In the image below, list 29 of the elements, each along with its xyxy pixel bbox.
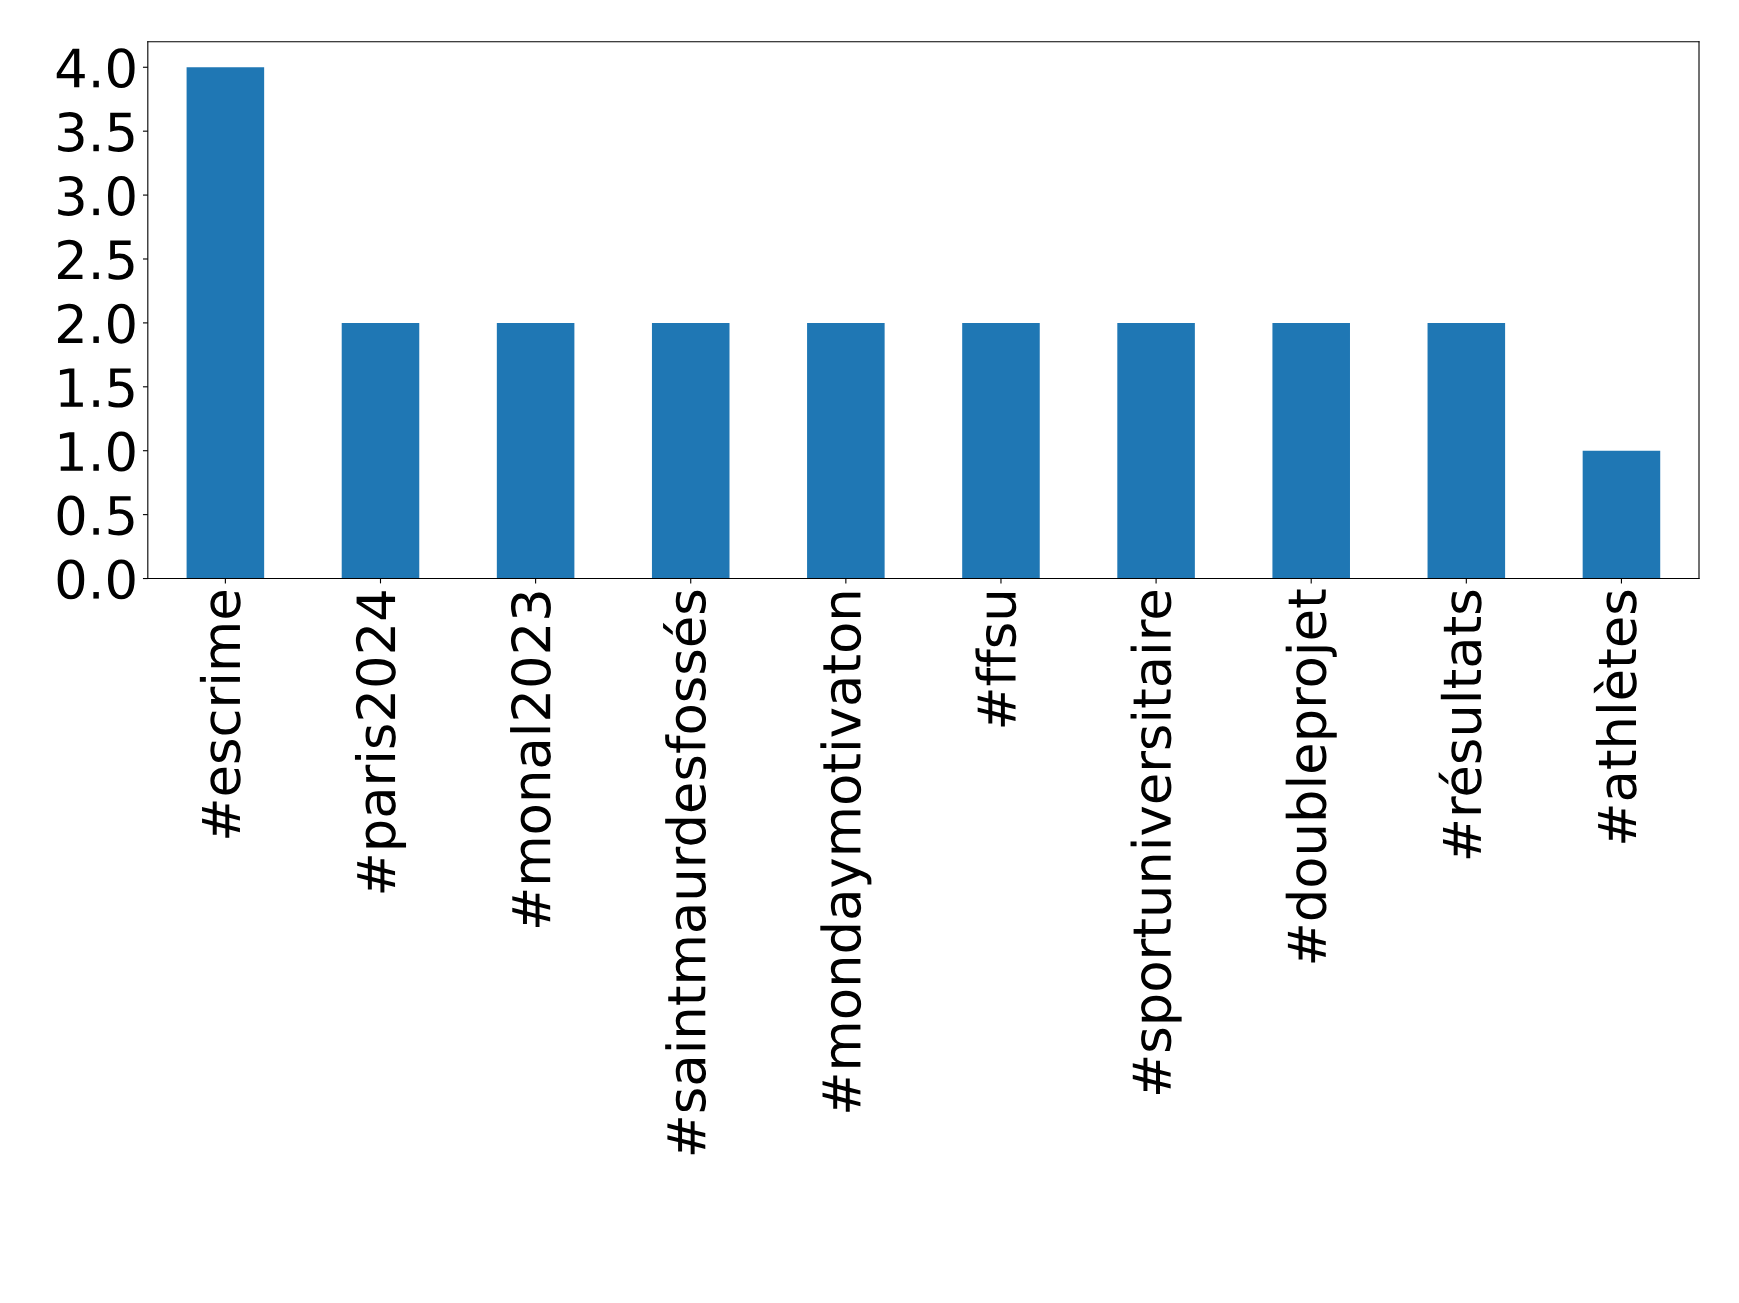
- y-tick-label: 0.5: [57, 495, 134, 536]
- x-tick-label: #sportuniversitaire: [1130, 591, 1182, 1094]
- y-tick-label: 1.5: [59, 368, 134, 408]
- bar: [1117, 322, 1195, 579]
- x-tick-label: #résultats: [1438, 590, 1482, 859]
- bar: [807, 322, 885, 579]
- y-tick-label: 4.0: [56, 48, 135, 89]
- x-tick-label: #saintmaurdesfossés: [663, 590, 707, 1155]
- bar: [341, 322, 420, 579]
- bar: [962, 322, 1040, 579]
- x-tick-label: #athlètes: [1593, 590, 1637, 843]
- y-tick-label: 1.0: [59, 431, 135, 472]
- x-tick-label: #paris2024: [354, 591, 407, 893]
- bar: [1427, 322, 1506, 579]
- x-tick-label: #mondaymotivaton: [820, 592, 872, 1112]
- x-tick-label: #monal2023: [510, 592, 551, 927]
- y-tick-label: 3.5: [58, 112, 134, 152]
- bar: [1582, 450, 1661, 579]
- y-tick-label: 2.5: [58, 239, 134, 280]
- y-tick-label: 3.0: [58, 175, 135, 216]
- bar: [1272, 322, 1350, 579]
- x-tick-label: #doubleprojet: [1285, 589, 1337, 963]
- y-tick-label: 2.0: [58, 303, 135, 344]
- y-tick-label: 0.0: [57, 559, 135, 600]
- bar: [186, 67, 265, 579]
- x-tick-label: #escrime: [199, 591, 241, 838]
- bar: [651, 322, 730, 579]
- bar: [496, 322, 575, 579]
- x-tick-label: #ffsu: [975, 593, 1017, 727]
